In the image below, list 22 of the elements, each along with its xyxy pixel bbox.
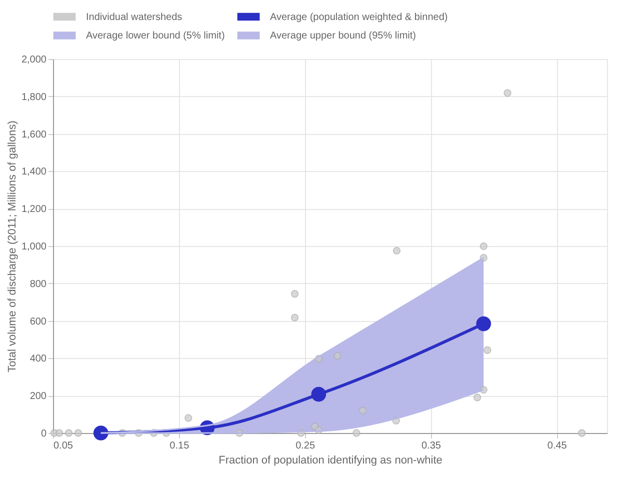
legend-label: Average (population weighted & binned): [270, 12, 448, 23]
x-tick-label: 0.15: [170, 440, 190, 452]
y-tick-label: 600: [30, 316, 47, 328]
y-tick-label: 400: [30, 354, 47, 365]
y-tick-label: 1,000: [21, 242, 47, 252]
x-axis-title: Fraction of population identifying as non-white: [218, 454, 442, 466]
y-tick-label: 2,000: [21, 54, 47, 66]
legend-label: Average upper bound (95% limit): [270, 30, 416, 42]
legend-label: Average lower bound (5% limit): [86, 30, 225, 42]
y-tick-label: 1,800: [21, 92, 47, 103]
y-tick-label: 200: [30, 391, 47, 402]
y-axis-title: Total volume of discharge (2011; Millions of gallons): [6, 120, 18, 372]
legend-label: Individual watersheds: [86, 12, 182, 23]
y-tick-label: 1,200: [21, 204, 47, 216]
x-tick-label: 0.25: [296, 440, 316, 452]
y-tick-label: 1,400: [21, 166, 47, 178]
y-tick-label: 800: [30, 278, 47, 290]
x-tick-label: 0.05: [54, 440, 74, 452]
x-tick-label: 0.35: [421, 440, 442, 452]
y-tick-label: 1,600: [21, 129, 47, 140]
y-tick-label: 0: [40, 428, 47, 440]
x-tick-label: 0.45: [547, 440, 568, 452]
